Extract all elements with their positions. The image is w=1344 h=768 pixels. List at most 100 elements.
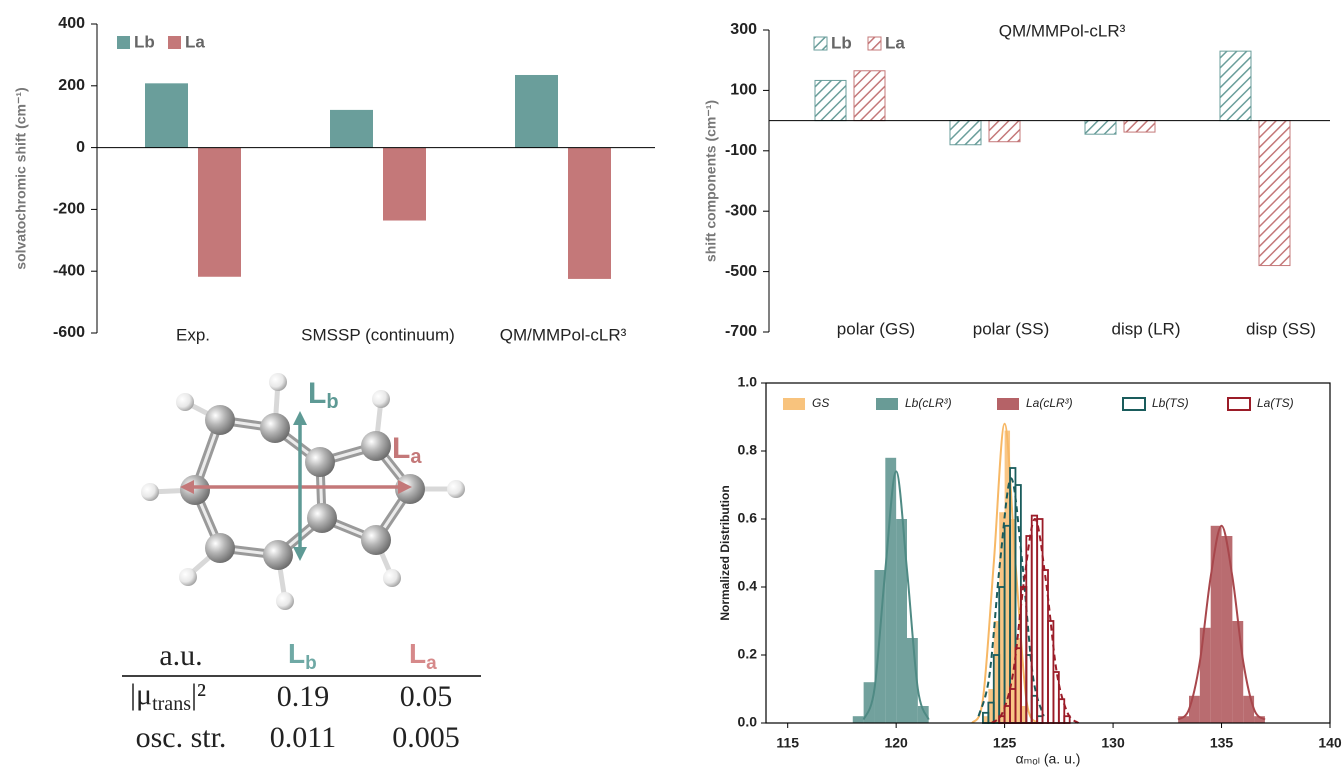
bar (950, 121, 981, 145)
page: { "chart_data": [ {"type": "bar", "ylabe… (0, 0, 1344, 768)
cell-main: |μ (130, 678, 152, 711)
legend-label: La (885, 33, 905, 52)
y-tick-label: -100 (725, 142, 757, 159)
hist-bar (1200, 628, 1211, 723)
y-tick-label: 1.0 (738, 374, 758, 390)
bar (1124, 121, 1155, 132)
hist-bar (1189, 696, 1200, 723)
y-tick-label: 0 (76, 139, 85, 156)
chart-title: QM/MMPol-cLR³ (999, 21, 1126, 40)
lb-main: L (308, 377, 326, 410)
legend-swatch (168, 36, 181, 49)
table-cell: |μtrans|² (130, 678, 206, 715)
x-tick-label: 135 (1210, 735, 1234, 751)
bar (330, 110, 373, 148)
x-tick-label: 115 (776, 735, 799, 751)
bar (1220, 51, 1251, 120)
x-tick-label: polar (SS) (973, 319, 1050, 338)
y-tick-label: 100 (730, 82, 757, 99)
th-sub: a (426, 653, 437, 674)
legend-label: Lb (831, 33, 852, 52)
hist-bar (853, 716, 864, 723)
x-tick-label: disp (LR) (1112, 319, 1181, 338)
legend-swatch (876, 398, 898, 410)
table-header: Lb (288, 638, 317, 674)
bar (198, 148, 241, 277)
la-main: L (392, 432, 410, 465)
table-cell: 0.005 (392, 721, 460, 754)
bar (1085, 121, 1116, 135)
bar (854, 71, 885, 121)
x-tick-label: polar (GS) (837, 319, 915, 338)
x-tick-label: QM/MMPol-cLR³ (500, 325, 627, 344)
x-tick-label: 125 (993, 735, 1017, 751)
legend-swatch (1228, 398, 1250, 410)
la-sub: a (410, 446, 422, 468)
table-cell: osc. str. (136, 721, 227, 754)
bar (989, 121, 1020, 142)
y-tick-label: 400 (58, 15, 85, 32)
y-tick-label: -300 (725, 202, 757, 219)
figure: Lb La a.u. Lb La |μtrans|² 0.19 0.05 osc… (0, 0, 1344, 768)
x-tick-label: Exp. (176, 325, 210, 344)
x-tick-label: disp (SS) (1246, 319, 1316, 338)
th-main: L (288, 638, 305, 669)
lb-label: Lb (308, 377, 339, 413)
legend-swatch (1123, 398, 1145, 410)
y-tick-label: 0.8 (738, 442, 758, 458)
legend-label: Lb(cLR³) (905, 396, 952, 410)
y-tick-label: -500 (725, 263, 757, 280)
x-tick-label: SMSSP (continuum) (301, 325, 455, 344)
legend-label: La(TS) (1257, 396, 1294, 410)
table-cell: 0.05 (400, 680, 453, 713)
legend-swatch (997, 398, 1019, 410)
y-axis-title: shift components (cm⁻¹) (703, 100, 719, 262)
la-label: La (392, 432, 422, 468)
legend-swatch (117, 36, 130, 49)
bar (145, 83, 188, 147)
bar (1259, 121, 1290, 266)
legend-label: La(cLR³) (1026, 396, 1073, 410)
table-cell: 0.19 (277, 680, 330, 713)
y-tick-label: 0.0 (738, 714, 758, 730)
legend-swatch (868, 37, 881, 50)
bar (383, 148, 426, 221)
legend-label: Lb(TS) (1152, 396, 1189, 410)
y-tick-label: -700 (725, 323, 757, 340)
legend-label: Lb (134, 32, 155, 51)
x-tick-label: 140 (1318, 735, 1342, 751)
y-tick-label: 300 (730, 21, 757, 38)
bar (815, 80, 846, 120)
bar (568, 148, 611, 279)
x-tick-label: 120 (884, 735, 908, 751)
legend-swatch (814, 37, 827, 50)
th-sub: b (305, 653, 317, 674)
y-tick-label: -400 (53, 262, 85, 279)
cell-sub: trans (152, 693, 191, 715)
table-cell: 0.011 (270, 721, 336, 754)
table-header: a.u. (159, 639, 202, 672)
legend-label: La (185, 32, 205, 51)
y-tick-label: -200 (53, 201, 85, 218)
th-main: L (409, 638, 426, 669)
table-header: La (409, 638, 437, 674)
hist-bar (1243, 696, 1254, 723)
legend-label: GS (812, 396, 829, 410)
molecule: Lb La (141, 373, 465, 610)
y-tick-label: -600 (53, 324, 85, 341)
cell-post: |² (191, 678, 206, 711)
y-tick-label: 0.2 (738, 646, 758, 662)
y-axis-title: solvatochromic shift (cm⁻¹) (13, 87, 29, 269)
table: a.u. Lb La |μtrans|² 0.19 0.05 osc. str.… (122, 638, 481, 754)
legend-swatch (783, 398, 805, 410)
y-tick-label: 200 (58, 77, 85, 94)
x-tick-label: 130 (1101, 735, 1125, 751)
x-axis-title: αₘₒₗ (a. u.) (1016, 751, 1081, 767)
y-tick-label: 0.4 (738, 578, 758, 594)
hist-bar (1211, 526, 1222, 723)
hist-bar (1232, 621, 1243, 723)
bar (515, 75, 558, 148)
y-tick-label: 0.6 (738, 510, 758, 526)
y-axis-title: Normalized Distribution (718, 485, 732, 620)
lb-sub: b (326, 391, 338, 413)
